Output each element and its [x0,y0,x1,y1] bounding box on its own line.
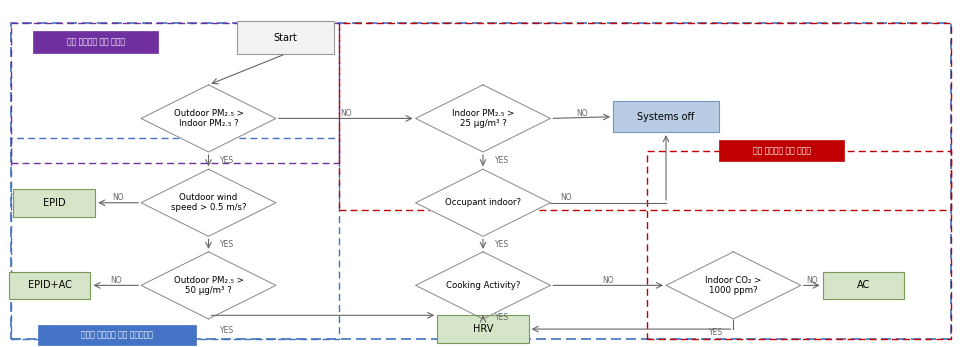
Text: NO: NO [112,193,124,202]
Text: YES: YES [495,313,509,322]
Text: EPID: EPID [43,198,66,208]
Text: Outdoor PM₂.₅ >
50 μg/m³ ?: Outdoor PM₂.₅ > 50 μg/m³ ? [174,276,243,295]
Text: YES: YES [220,327,234,336]
FancyBboxPatch shape [822,272,904,299]
FancyBboxPatch shape [33,31,158,53]
Polygon shape [141,85,276,152]
Polygon shape [415,85,551,152]
Polygon shape [666,252,801,319]
Text: YES: YES [495,156,509,165]
FancyBboxPatch shape [719,140,844,161]
FancyBboxPatch shape [238,21,333,54]
Text: NO: NO [110,276,122,285]
Polygon shape [141,169,276,236]
Text: YES: YES [220,239,234,248]
Text: Start: Start [273,33,298,43]
Text: NO: NO [576,109,587,118]
Text: Occupant indoor?: Occupant indoor? [445,198,521,207]
Text: NO: NO [603,276,614,285]
Polygon shape [415,169,551,236]
FancyBboxPatch shape [9,272,91,299]
Text: NO: NO [560,193,572,202]
Text: Systems off: Systems off [638,112,695,122]
Text: Outdoor wind
speed > 0.5 m/s?: Outdoor wind speed > 0.5 m/s? [171,193,246,212]
Text: Outdoor PM₂.₅ >
Indoor PM₂.₅ ?: Outdoor PM₂.₅ > Indoor PM₂.₅ ? [174,109,243,128]
Text: YES: YES [220,156,234,165]
FancyBboxPatch shape [613,101,719,132]
FancyBboxPatch shape [38,324,196,345]
Text: Indoor PM₂.₅ >
25 μg/m³ ?: Indoor PM₂.₅ > 25 μg/m³ ? [452,109,514,128]
Text: 실외 미세먼지 부하 지배형: 실외 미세먼지 부하 지배형 [67,37,125,46]
Text: AC: AC [857,280,870,290]
Text: HRV: HRV [472,324,494,334]
Text: NO: NO [340,109,352,118]
Polygon shape [415,252,551,319]
Text: 실내 미세먼지 부하 지배형: 실내 미세먼지 부하 지배형 [753,146,810,155]
Text: 실내외 미세먼지 부하 균등발생형: 실내외 미세먼지 부하 균등발생형 [81,330,153,339]
Text: NO: NO [806,276,817,285]
Text: EPID+AC: EPID+AC [28,280,71,290]
Text: Indoor CO₂ >
1000 ppm?: Indoor CO₂ > 1000 ppm? [705,276,761,295]
Text: Cooking Activity?: Cooking Activity? [446,281,520,290]
FancyBboxPatch shape [438,315,528,343]
Polygon shape [141,252,276,319]
FancyBboxPatch shape [14,189,96,217]
Text: YES: YES [709,328,724,337]
Text: YES: YES [495,239,509,248]
